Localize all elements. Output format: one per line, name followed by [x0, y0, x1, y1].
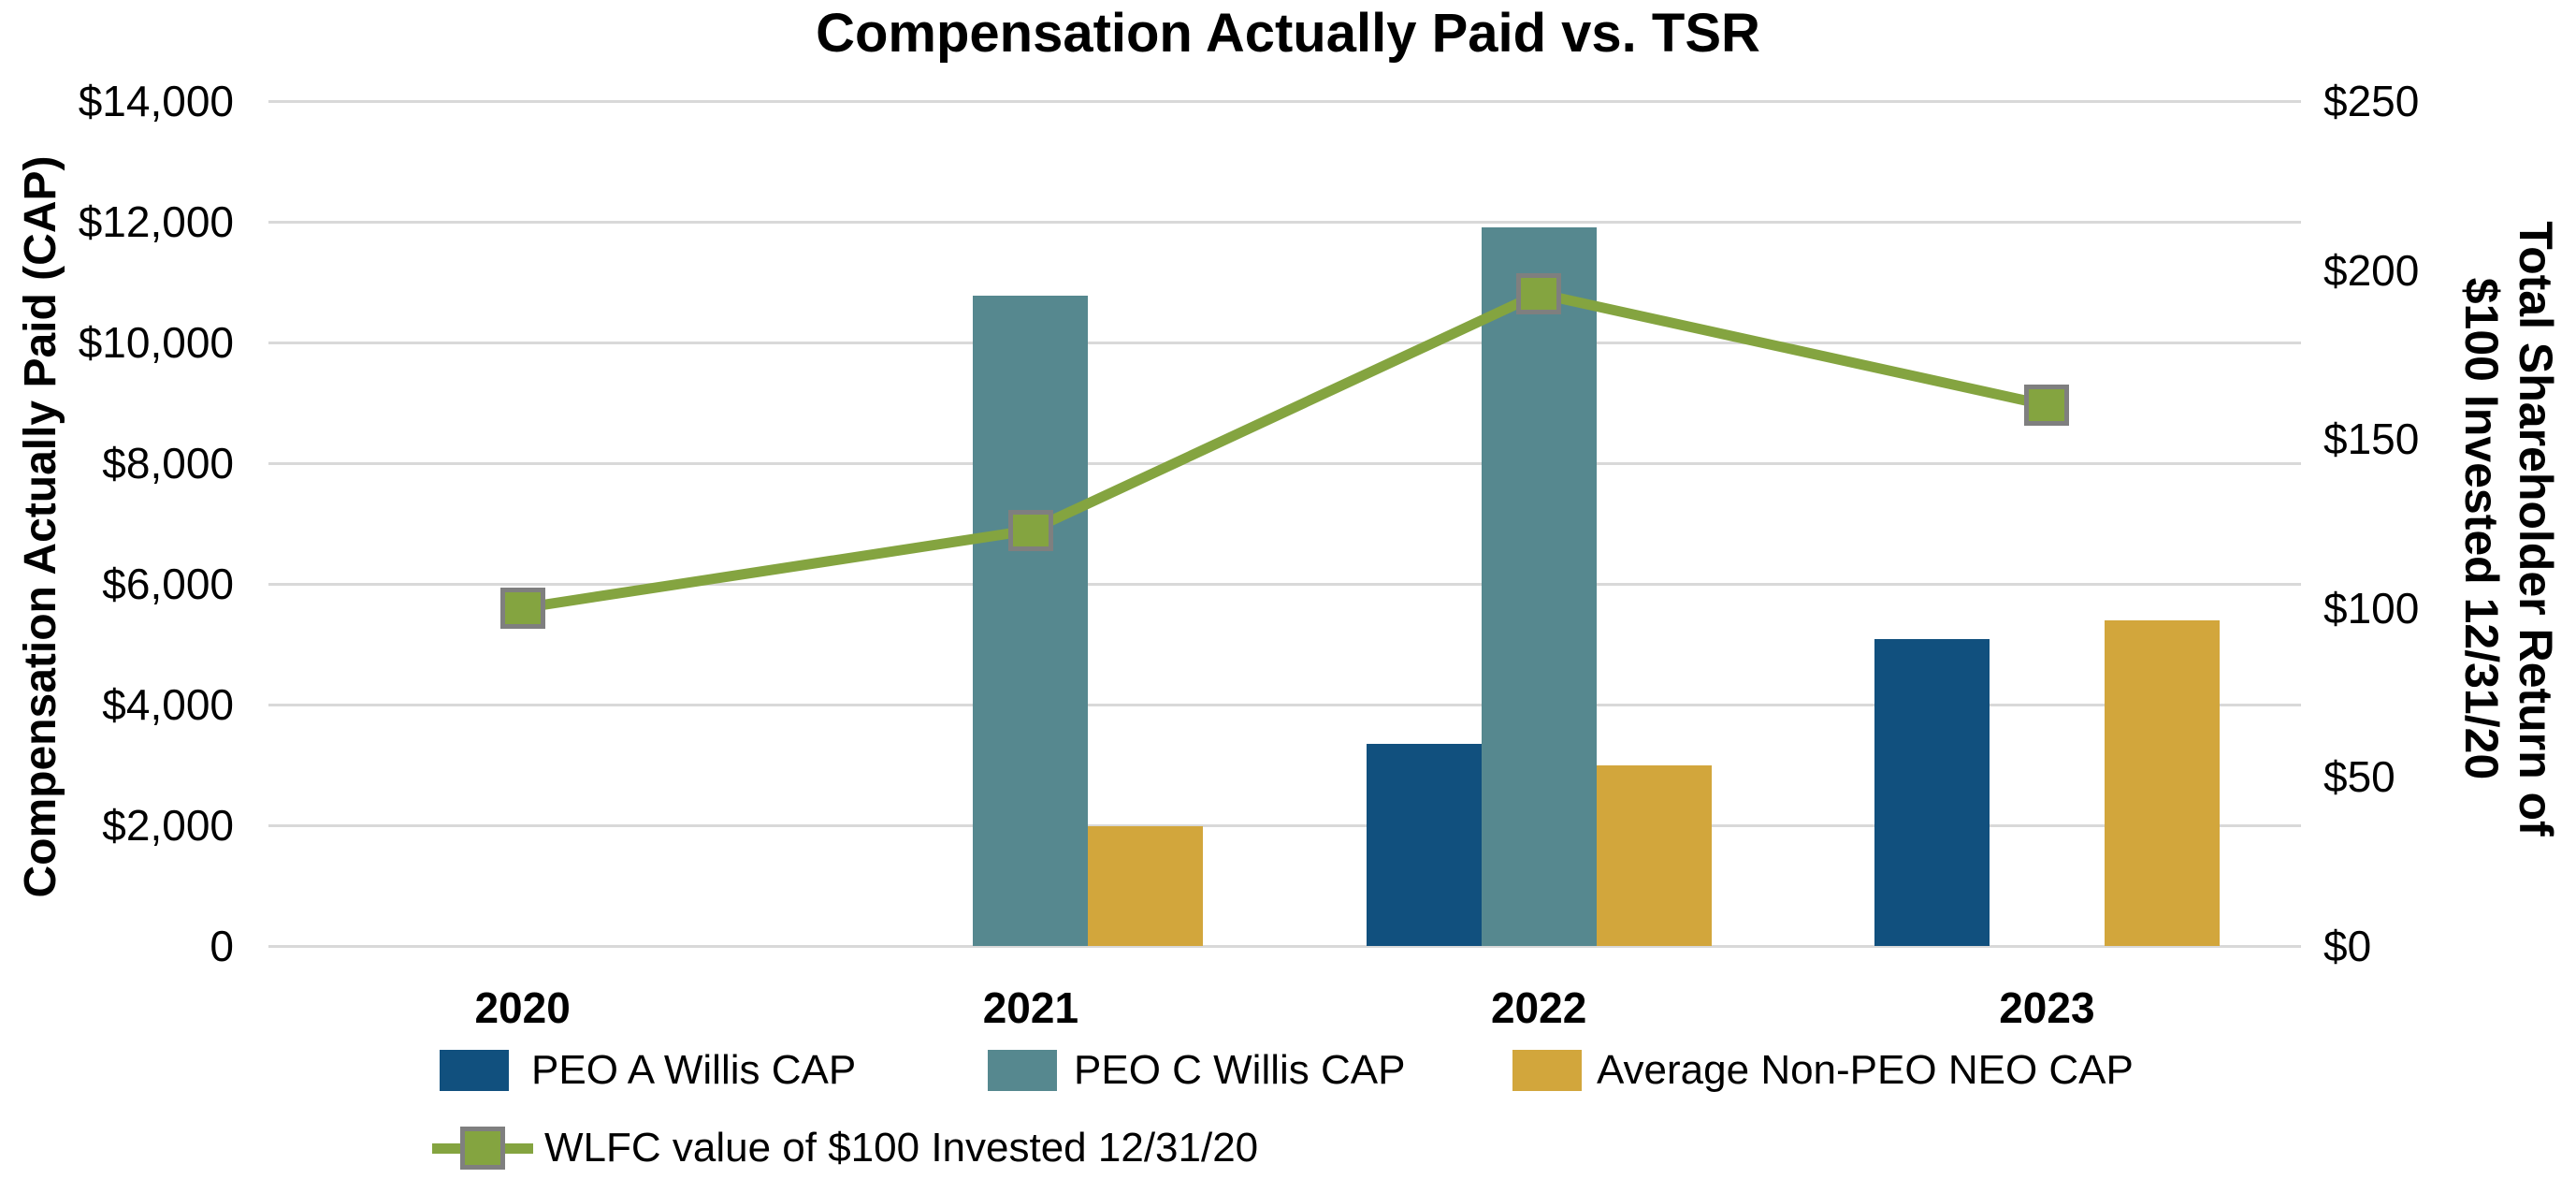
- legend-label-avg-neo: Average Non-PEO NEO CAP: [1597, 1047, 2134, 1093]
- tsr-marker-2020: [499, 587, 545, 629]
- left-axis-tick-label: 0: [210, 922, 234, 970]
- right-axis-tick-label: $250: [2323, 77, 2420, 125]
- tsr-marker-2022: [1516, 272, 1562, 314]
- left-axis-tick-label: $6,000: [102, 560, 234, 608]
- right-axis-tick-label: $150: [2323, 415, 2420, 464]
- gridline: [268, 220, 2301, 224]
- x-axis-label: 2021: [982, 983, 1079, 1032]
- bar-peo-c-willis-cap-2021: [973, 295, 1089, 946]
- legend-label-peo-c: PEO C Willis CAP: [1074, 1047, 1406, 1093]
- gridline: [268, 341, 2301, 344]
- right-axis-tick-label: $50: [2323, 752, 2395, 802]
- right-axis-tick-label: $0: [2323, 922, 2372, 970]
- bar-peo-a-willis-cap-2022: [1366, 743, 1482, 946]
- legend-label-peo-a: PEO A Willis CAP: [531, 1047, 857, 1093]
- left-axis-tick-label: $4,000: [102, 680, 234, 729]
- left-axis-tick-label: $10,000: [78, 318, 234, 367]
- gridline: [268, 99, 2301, 103]
- tsr-marker-2021: [1007, 509, 1053, 551]
- gridline: [268, 582, 2301, 586]
- bar-peo-a-willis-cap-2023: [1874, 639, 1990, 946]
- left-axis-tick-label: $12,000: [78, 197, 234, 246]
- x-axis-label: 2023: [1999, 983, 2095, 1032]
- left-axis-tick-label: $14,000: [78, 77, 234, 125]
- left-axis-tick-label: $2,000: [102, 801, 234, 850]
- tsr-marker-2023: [2024, 385, 2070, 427]
- left-axis-tick-label: $8,000: [102, 439, 234, 487]
- right-axis-tick-label: $200: [2323, 245, 2420, 295]
- gridline: [268, 944, 2301, 948]
- legend-line-marker: [460, 1127, 505, 1170]
- x-axis-label: 2020: [474, 983, 571, 1032]
- bar-peo-c-willis-cap-2022: [1481, 227, 1597, 946]
- chart-title: Compensation Actually Paid vs. TSR: [816, 3, 1760, 64]
- legend-swatch-avg-neo: [1512, 1050, 1582, 1091]
- legend-label-tsr-line: WLFC value of $100 Invested 12/31/20: [544, 1125, 1259, 1171]
- gridline: [268, 703, 2301, 706]
- legend-swatch-peo-a: [440, 1050, 509, 1091]
- gridline: [268, 461, 2301, 465]
- bar-average-non-peo-neo-cap-2023: [2104, 620, 2220, 946]
- gridline: [268, 823, 2301, 827]
- x-axis-label: 2022: [1490, 983, 1587, 1032]
- legend-swatch-peo-c: [988, 1050, 1057, 1091]
- bar-average-non-peo-neo-cap-2021: [1088, 826, 1204, 946]
- bar-average-non-peo-neo-cap-2022: [1596, 765, 1712, 946]
- right-axis-tick-label: $100: [2323, 583, 2420, 633]
